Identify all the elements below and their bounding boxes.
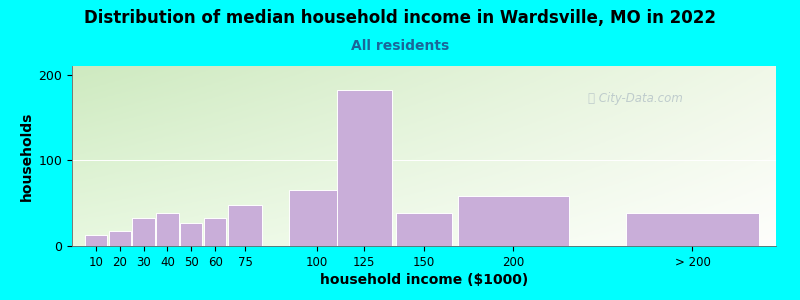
Bar (133, 218, 154, 246)
Text: All residents: All residents (351, 39, 449, 53)
Bar (396, 213, 452, 246)
Bar (337, 90, 392, 246)
Bar (109, 231, 131, 246)
Bar (289, 190, 344, 246)
X-axis label: household income ($1000): household income ($1000) (320, 273, 528, 287)
Bar (458, 196, 569, 246)
Bar (156, 213, 178, 246)
Text: ⓘ City-Data.com: ⓘ City-Data.com (588, 92, 682, 105)
Bar (626, 213, 759, 246)
Text: Distribution of median household income in Wardsville, MO in 2022: Distribution of median household income … (84, 9, 716, 27)
Bar (180, 223, 202, 246)
Bar (204, 218, 226, 246)
Y-axis label: households: households (20, 111, 34, 201)
Bar (85, 235, 107, 246)
Bar (228, 205, 262, 246)
